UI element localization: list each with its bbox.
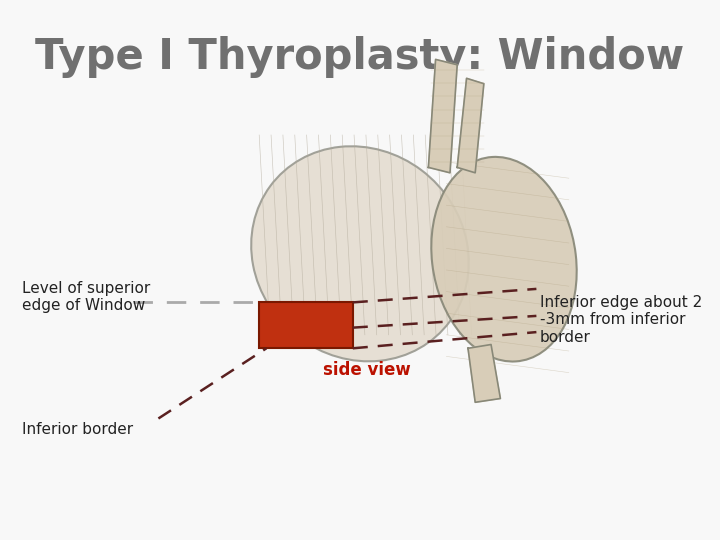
Polygon shape bbox=[457, 78, 484, 173]
Polygon shape bbox=[428, 59, 457, 173]
Text: Inferior border: Inferior border bbox=[22, 422, 132, 437]
Text: Type I Thyroplasty: Window: Type I Thyroplasty: Window bbox=[35, 36, 685, 78]
Ellipse shape bbox=[431, 157, 577, 361]
Polygon shape bbox=[468, 345, 500, 402]
Bar bbox=[259, 302, 353, 348]
Ellipse shape bbox=[251, 146, 469, 361]
Text: Inferior edge about 2
-3mm from inferior
border: Inferior edge about 2 -3mm from inferior… bbox=[540, 295, 702, 345]
Text: Level of superior
edge of Window: Level of superior edge of Window bbox=[22, 281, 150, 313]
Text: side view: side view bbox=[323, 361, 411, 379]
